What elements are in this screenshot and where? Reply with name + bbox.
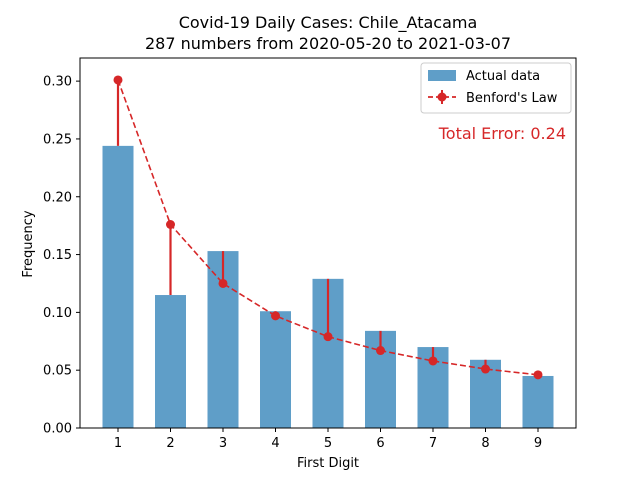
benford-point-digit-8	[481, 364, 490, 374]
bar-digit-1	[102, 145, 134, 428]
total-error-annotation: Total Error: 0.24	[438, 124, 566, 143]
chart-subtitle: 287 numbers from 2020-05-20 to 2021-03-0…	[145, 34, 511, 53]
x-tick-label-9: 9	[534, 436, 542, 451]
bar-digit-4	[260, 311, 291, 428]
benford-point-digit-4	[271, 311, 280, 321]
x-tick-label-5: 5	[324, 436, 332, 451]
y-tick-label-0.00: 0.00	[43, 422, 72, 437]
plot-area: 1 2 3 4 5 6 7 8 9 0.00 0.05 0.10 0.15 0.20 0.25 0.30	[43, 57, 577, 451]
x-tick-label-1: 1	[114, 436, 122, 451]
bar-digit-2	[155, 295, 186, 428]
benford-point-digit-1	[113, 75, 123, 85]
y-tick-label-0.10: 0.10	[43, 306, 72, 321]
legend-swatch-actual	[428, 70, 456, 81]
legend-label-actual: Actual data	[466, 69, 540, 84]
x-tick-label-3: 3	[219, 436, 227, 451]
benford-line	[117, 79, 539, 376]
x-axis-label: First Digit	[297, 456, 359, 471]
bar-digit-9	[522, 375, 554, 428]
y-tick-label-0.30: 0.30	[43, 75, 72, 90]
benford-point-digit-6	[376, 346, 385, 356]
y-tick-label-0.15: 0.15	[43, 248, 72, 263]
legend: Actual data Benford's Law	[420, 62, 572, 114]
benford-point-digit-7	[428, 356, 438, 366]
legend-label-benford: Benford's Law	[466, 91, 558, 106]
benford-point-digit-9	[533, 370, 543, 380]
benford-point-digit-3	[218, 278, 228, 288]
x-tick-label-4: 4	[271, 436, 279, 451]
benford-point-digit-2	[166, 220, 175, 229]
y-tick-label-0.25: 0.25	[43, 132, 72, 147]
chart-title: Covid-19 Daily Cases: Chile_Atacama	[179, 13, 478, 33]
x-tick-label-6: 6	[376, 436, 384, 451]
benford-point-digit-5	[323, 332, 333, 342]
y-tick-label-0.05: 0.05	[43, 364, 72, 379]
x-tick-label-2: 2	[166, 436, 174, 451]
y-tick-label-0.20: 0.20	[43, 190, 72, 205]
legend-box	[420, 62, 572, 114]
y-axis-label: Frequency	[21, 210, 36, 277]
legend-marker-benford	[437, 92, 447, 102]
x-tick-label-8: 8	[481, 436, 489, 451]
x-tick-label-7: 7	[429, 436, 437, 451]
